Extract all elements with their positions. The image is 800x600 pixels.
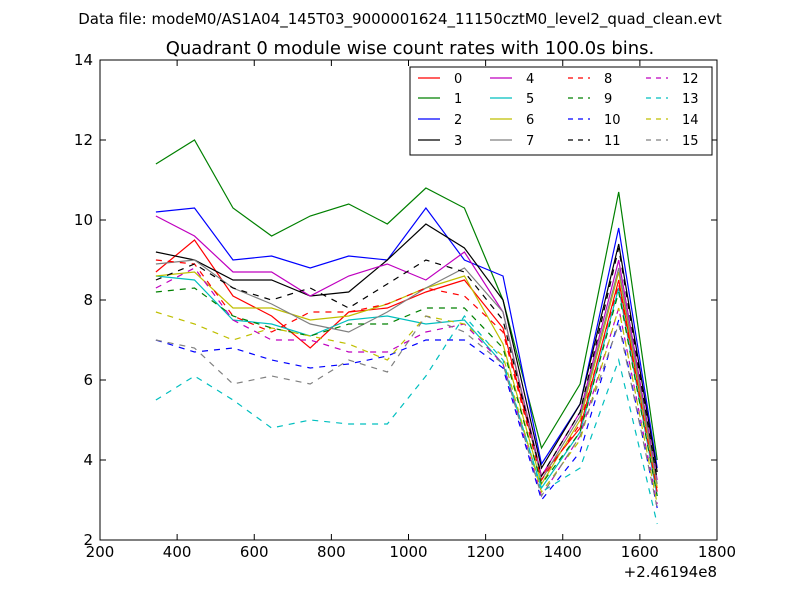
x-tick-label: 400 [163,543,192,561]
legend-label-12: 12 [682,72,699,87]
y-tick-label: 2 [83,531,93,549]
legend-label-3: 3 [454,134,462,149]
series-line-14 [155,307,658,505]
x-tick-label: 1400 [544,543,582,561]
x-tick-label: 1000 [389,543,427,561]
plot-frame [99,59,718,541]
y-tick-label: 6 [83,371,93,389]
x-offset-label: +2.46194e8 [624,563,717,581]
legend-label-9: 9 [604,92,612,107]
legend-label-4: 4 [526,72,534,87]
legend-label-2: 2 [454,113,462,128]
x-tick-label: 1200 [467,543,505,561]
y-tick-label: 8 [83,291,93,309]
series-line-3 [155,223,658,473]
x-tick-label: 800 [317,543,346,561]
series-lines [155,139,658,525]
series-line-13 [155,315,658,525]
series-line-6 [155,271,658,489]
x-tick-label: 600 [240,543,269,561]
legend-label-8: 8 [604,72,612,87]
legend-box [409,66,713,156]
y-tick-label: 12 [74,131,93,149]
x-tick-labels: 200 400 600 800 1000 1200 1400 1600 1800 [86,543,736,561]
legend-label-5: 5 [526,92,534,107]
legend-label-7: 7 [526,134,534,149]
legend-label-1: 1 [454,92,462,107]
x-tick-label: 200 [86,543,115,561]
legend-label-14: 14 [682,113,699,128]
series-line-11 [155,247,658,481]
series-line-8 [155,259,658,493]
chart-title: Quadrant 0 module wise count rates with … [166,38,655,59]
legend-label-10: 10 [604,113,621,128]
series-line-15 [155,315,658,509]
chart-suptitle: Data file: modeM0/AS1A04_145T03_90000016… [78,10,722,29]
legend-label-11: 11 [604,134,621,149]
legend-label-13: 13 [682,92,699,107]
y-tick-label: 14 [74,51,93,69]
series-line-9 [155,287,658,497]
x-tick-label: 1600 [621,543,659,561]
legend-label-15: 15 [682,134,699,149]
legend-label-0: 0 [454,72,462,87]
y-tick-label: 4 [83,451,93,469]
series-line-5 [155,275,658,497]
series-line-7 [155,259,658,485]
y-tick-labels: 2 4 6 8 10 12 14 [74,51,93,549]
x-tick-label: 1800 [698,543,736,561]
y-tick-label: 10 [74,211,93,229]
series-line-10 [155,319,658,509]
legend-label-6: 6 [526,113,534,128]
series-line-1 [155,139,658,461]
